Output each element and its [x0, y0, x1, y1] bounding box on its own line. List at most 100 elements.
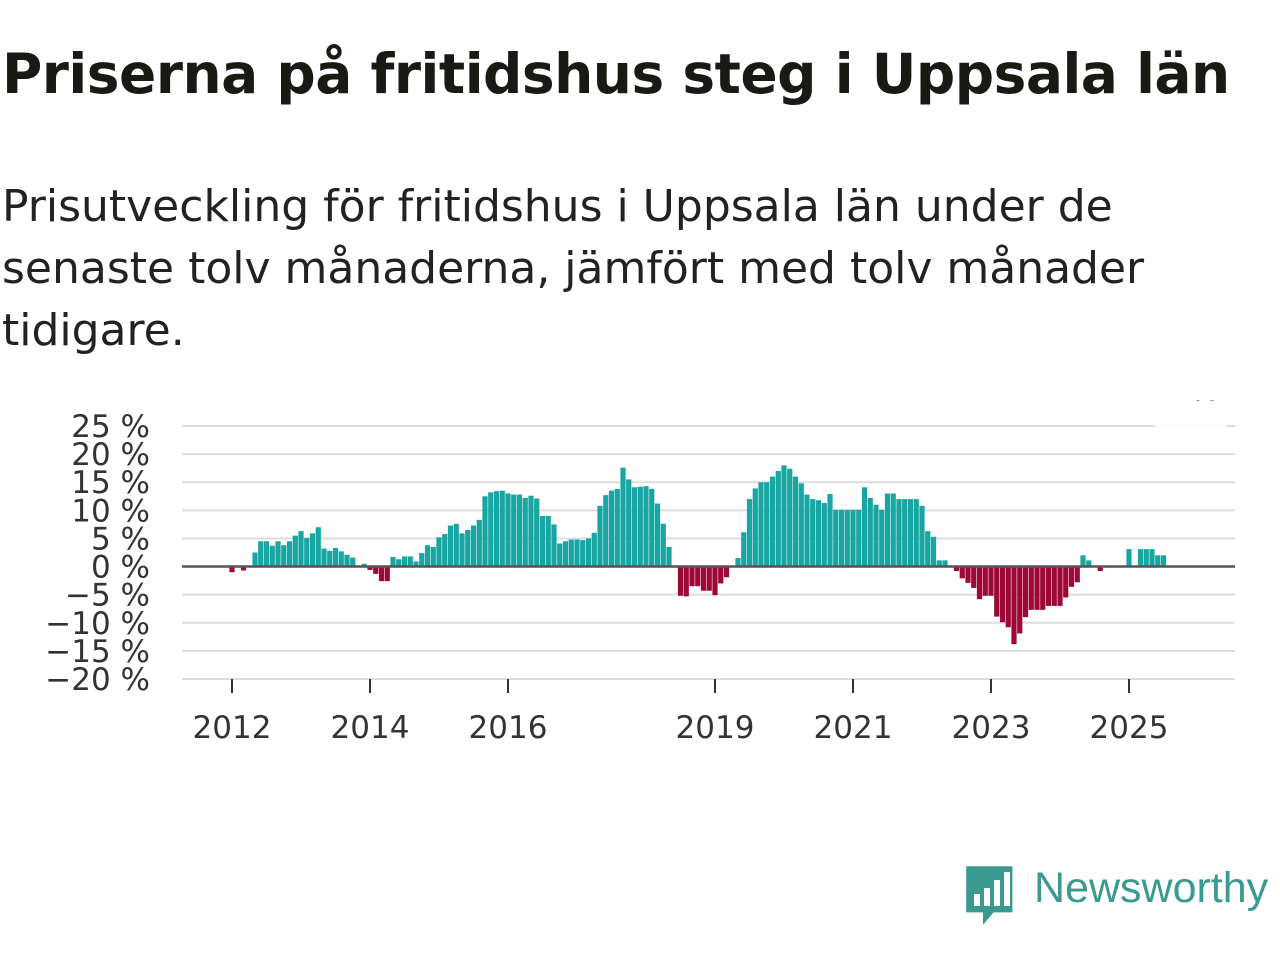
bar — [798, 483, 804, 567]
bar — [269, 545, 275, 567]
bar — [574, 539, 580, 567]
bar — [879, 509, 885, 567]
bar — [413, 561, 419, 567]
bar — [1034, 566, 1040, 610]
bar — [430, 546, 436, 567]
bar — [396, 559, 402, 567]
bar — [712, 566, 718, 596]
bar — [1005, 566, 1011, 628]
bar — [321, 548, 327, 567]
bar — [240, 566, 247, 571]
bar — [459, 533, 465, 567]
x-axis: 2012 2014 2016 2019 2021 2023 2025 — [182, 678, 1235, 746]
bar — [677, 566, 684, 596]
bar — [608, 490, 615, 567]
bar — [407, 556, 413, 567]
newsworthy-logo[interactable]: Newsworthy — [962, 862, 1278, 932]
x-tick-label: 2021 — [814, 710, 893, 746]
bar — [660, 523, 666, 567]
bar — [821, 503, 827, 567]
x-tick-label: 2025 — [1090, 710, 1169, 746]
bar — [545, 515, 551, 567]
bar — [1080, 555, 1086, 567]
bar — [499, 490, 505, 567]
y-axis: 25 %20 %15 %10 %5 %0 %−5 %−10 %−15 %−20 … — [45, 409, 150, 698]
bar — [666, 546, 672, 567]
bar — [252, 552, 258, 567]
bar — [1160, 555, 1167, 567]
bar — [304, 537, 310, 567]
bar — [792, 476, 799, 567]
bar — [930, 536, 937, 567]
y-tick-label: 25 % — [71, 409, 150, 445]
bar — [1086, 560, 1092, 567]
annotation-background — [1154, 400, 1227, 438]
bar — [965, 566, 971, 583]
bar — [925, 531, 931, 567]
value-annotation: 2 % — [1154, 400, 1227, 438]
bar — [1063, 566, 1069, 598]
bar — [844, 509, 850, 567]
bar — [850, 509, 856, 567]
bar — [1022, 566, 1029, 618]
bar — [1149, 549, 1155, 567]
bar — [493, 491, 500, 567]
bar — [890, 493, 896, 567]
bar — [867, 497, 873, 567]
bar — [959, 566, 965, 579]
bar — [637, 486, 643, 567]
bar — [723, 566, 730, 578]
bar — [453, 523, 459, 567]
bar — [476, 519, 482, 567]
bar — [643, 486, 649, 567]
y-tick-label: 5 % — [91, 521, 150, 557]
bar — [557, 543, 563, 567]
bar — [522, 497, 528, 567]
page-title: Priserna på fritidshus steg i Uppsala lä… — [2, 42, 1230, 106]
x-tick-label: 2016 — [469, 710, 548, 746]
y-tick-label: −5 % — [65, 578, 150, 614]
bar — [551, 524, 557, 567]
bar — [775, 470, 781, 567]
bar — [873, 504, 879, 567]
bar — [689, 566, 695, 587]
bar — [683, 566, 689, 597]
newsworthy-logo-icon — [966, 866, 1013, 925]
bar — [298, 531, 304, 567]
bar — [585, 538, 592, 567]
bar — [787, 468, 793, 567]
bar — [447, 525, 454, 567]
chart-subtitle: Prisutveckling för fritidshus i Uppsala … — [2, 181, 1145, 356]
bar — [735, 558, 741, 567]
y-tick-label: 10 % — [71, 493, 150, 529]
bar — [327, 550, 333, 567]
bar — [229, 566, 235, 573]
bar — [1097, 566, 1103, 572]
bar — [982, 566, 988, 596]
bar — [1137, 549, 1144, 567]
bar — [1126, 549, 1132, 567]
bar — [838, 509, 845, 567]
bar — [465, 530, 471, 567]
y-tick-label: 15 % — [71, 465, 150, 501]
annotation-label: 2 % — [1163, 400, 1218, 407]
bar — [580, 540, 586, 567]
bar — [511, 494, 517, 567]
bar — [568, 539, 574, 567]
bar — [286, 541, 293, 567]
bar — [275, 541, 281, 567]
bar — [603, 495, 609, 567]
bar — [338, 551, 344, 567]
bar — [309, 533, 316, 567]
bar — [976, 566, 983, 600]
bar — [631, 487, 638, 567]
y-tick-label: 0 % — [91, 550, 150, 586]
bar — [332, 548, 339, 567]
bar — [695, 566, 701, 587]
bar — [373, 566, 379, 574]
bar — [884, 493, 891, 567]
bar — [384, 566, 390, 582]
bar — [424, 545, 431, 567]
bar — [654, 503, 661, 567]
x-tick-label: 2019 — [676, 710, 755, 746]
